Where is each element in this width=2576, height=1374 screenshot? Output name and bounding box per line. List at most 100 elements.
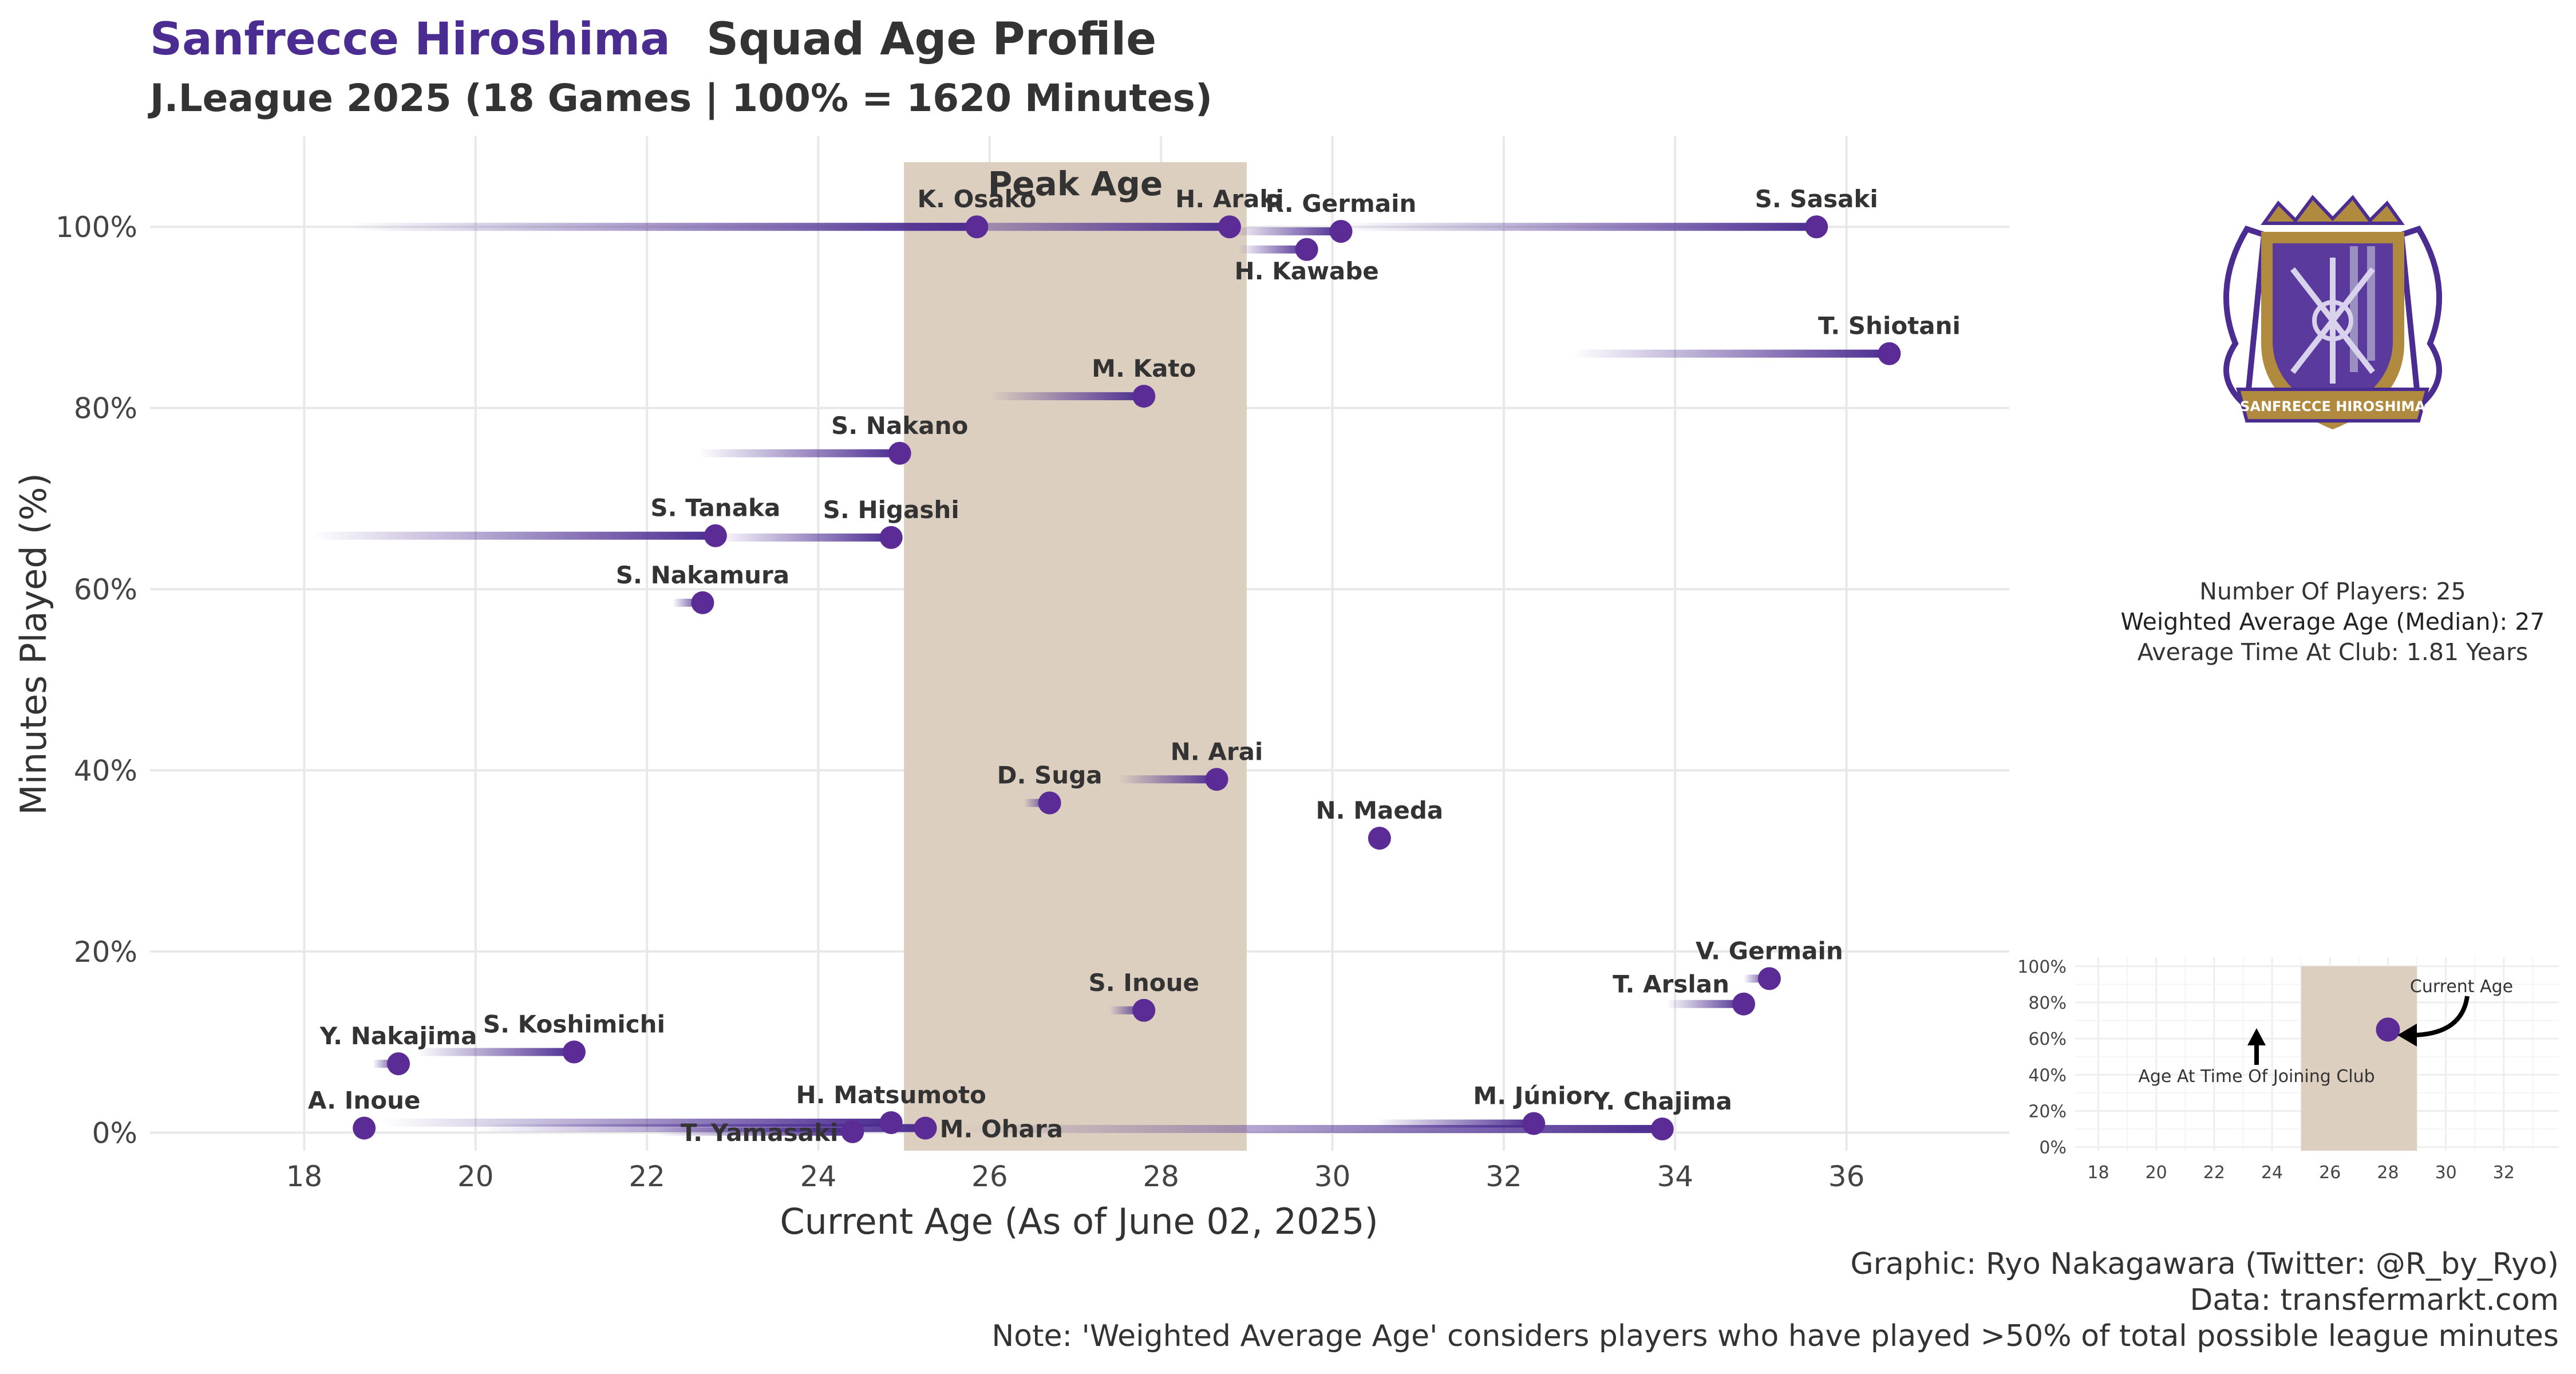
player-point [1329,220,1353,243]
legend-peak-band [2301,966,2417,1151]
x-tick-label: 30 [1314,1160,1351,1193]
title-main: Squad Age Profile [706,14,1156,65]
x-tick-label: 32 [1485,1160,1522,1193]
peak-age-band [904,162,1247,1151]
player-point [704,524,727,547]
tenure-segment [313,531,716,540]
y-axis-title: Minutes Played (%) [13,473,54,815]
legend-x-tick-label: 28 [2377,1163,2399,1183]
player-point [1522,1112,1546,1135]
player-point [888,441,911,465]
x-tick-label: 28 [1143,1160,1179,1193]
x-tick-label: 26 [971,1160,1008,1193]
player-point [1878,342,1901,365]
y-tick-label: 100% [56,211,137,244]
player-points [353,215,1901,1143]
player-label: T. Shiotani [1818,312,1961,340]
player-label: S. Sasaki [1755,185,1878,213]
player-point [879,1111,903,1134]
legend-x-tick-label: 22 [2203,1163,2225,1183]
x-tick-label: 20 [457,1160,494,1193]
player-point [841,1120,864,1143]
player-label: M. Ohara [940,1115,1063,1143]
legend-y-tick-label: 20% [2028,1102,2067,1122]
player-point [1295,238,1318,261]
legend-y-tick-label: 40% [2028,1065,2067,1085]
player-label: K. Osako [917,185,1036,213]
tenure-segment [475,1124,926,1132]
tenure-segments [313,223,1890,1136]
chart-title: Sanfrecce Hiroshima Squad Age Profile [150,14,1156,65]
chart-subtitle: J.League 2025 (18 Games | 100% = 1620 Mi… [148,76,1212,121]
x-tick-label: 18 [286,1160,323,1193]
club-name: Sanfrecce Hiroshima [150,14,670,65]
player-point [1205,768,1228,791]
x-tick-label: 34 [1657,1160,1693,1193]
tenure-segment [1118,775,1217,784]
legend-y-tick-label: 60% [2028,1029,2067,1049]
player-label: H. Matsumoto [796,1081,986,1109]
player-label: S. Nakano [831,412,968,440]
player-label: T. Arslan [1613,970,1729,998]
legend-x-tick-label: 18 [2087,1163,2109,1183]
player-point [562,1040,586,1064]
player-label: S. Nakamura [616,561,789,589]
footer-note: Note: 'Weighted Average Age' considers p… [991,1319,2559,1353]
player-point [1757,967,1781,990]
legend-arrowhead-joining-icon [2247,1028,2266,1045]
tenure-segment [1572,349,1890,358]
player-point [1132,385,1156,408]
x-axis-title: Current Age (As of June 02, 2025) [780,1201,1378,1242]
y-tick-label: 80% [74,392,137,425]
y-tick-label: 40% [74,755,137,788]
tenure-segment [1666,1000,1744,1008]
tenure-segment [698,449,900,457]
player-point [914,1116,937,1140]
player-point [1650,1118,1674,1141]
crest-text: SANFRECCE HIROSHIMA [2240,398,2425,414]
player-label: H. Kawabe [1234,257,1378,285]
tenure-segment [989,392,1144,401]
tenure-segment [715,533,891,542]
player-label: T. Yamasaki [681,1119,839,1147]
player-point [1805,215,1828,239]
x-tick-label: 24 [800,1160,837,1193]
tenure-segment [955,1125,1662,1134]
player-point [1132,998,1156,1022]
player-label: N. Arai [1171,737,1263,765]
axis-layer: 18 20 22 24 26 28 30 32 34 36 0% 20% 40% 60% 80% 100% [56,211,1864,1193]
legend-y-tick-label: 80% [2028,993,2067,1013]
player-label: S. Higashi [823,496,959,524]
player-label: M. Kato [1092,354,1196,382]
footer-data: Data: transfermarkt.com [2190,1283,2559,1317]
tenure-segment [1341,223,1817,231]
legend-y-tick-label: 100% [2017,957,2067,977]
player-label: D. Suga [997,761,1103,789]
peak-age-label: Peak Age [988,164,1163,203]
player-point [965,215,989,239]
player-point [1732,992,1755,1016]
legend-x-tick-label: 24 [2261,1163,2283,1183]
tenure-segment [818,223,1230,231]
tenure-segment [1238,245,1307,254]
stat-players: Number Of Players: 25 [2199,578,2466,605]
player-point [387,1052,410,1076]
legend-x-tick-label: 20 [2146,1163,2167,1183]
player-label: S. Koshimichi [483,1010,665,1039]
player-point [353,1116,376,1140]
legend-y-tick-label: 0% [2039,1138,2067,1158]
club-crest-icon: SANFRECCE HIROSHIMA [2223,195,2442,429]
footer-credit: Graphic: Ryo Nakagawara (Twitter: @R_by_… [1850,1247,2559,1281]
player-label: R. Germain [1266,189,1417,218]
legend-x-tick-label: 30 [2435,1163,2457,1183]
player-point [1218,215,1241,239]
player-label: H. Araki [1175,185,1284,213]
player-label: S. Inoue [1088,969,1199,997]
legend-chart: 18 20 22 24 26 28 30 32 0% 20% 40% 60% 80% 100% Curre… [2017,957,2559,1183]
legend-arrowhead-current-icon [2397,1024,2417,1047]
player-point [879,526,903,549]
legend-x-tick-label: 32 [2493,1163,2515,1183]
legend-current-age-label: Current Age [2410,977,2513,997]
